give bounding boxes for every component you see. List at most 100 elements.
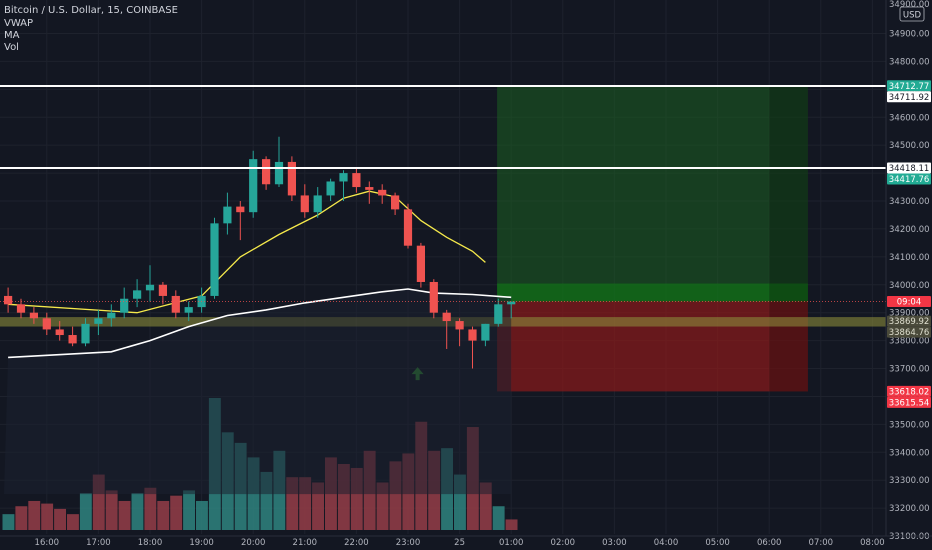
volume-bar-6	[79, 493, 92, 530]
candle-body-30	[391, 195, 400, 210]
candle-23	[300, 184, 309, 218]
volume-bar-8	[105, 490, 118, 530]
candle-body-27	[352, 173, 361, 188]
candle-26	[339, 170, 348, 202]
candle-14	[184, 301, 193, 322]
candle-body-33	[429, 281, 438, 313]
price-tag-box-1	[887, 91, 931, 103]
loss-zone	[497, 301, 808, 392]
candle-body-25	[326, 181, 335, 196]
candle-body-34	[442, 312, 451, 322]
candle-28	[365, 181, 374, 204]
candle-body-13	[171, 295, 180, 313]
symbol-title[interactable]: Bitcoin / U.S. Dollar, 15, COINBASE	[4, 5, 178, 16]
volume-bar-14	[183, 490, 195, 530]
time-tick-14: 06:00	[757, 538, 782, 548]
position-zones	[0, 85, 886, 392]
volume-bar-2	[28, 500, 41, 530]
candle-body-5	[68, 335, 77, 344]
candle-37	[481, 323, 490, 347]
candle-body-24	[313, 195, 322, 213]
volume-bar-29	[376, 482, 389, 530]
candle-13	[171, 290, 180, 319]
currency-badge[interactable]: USD	[899, 6, 925, 22]
vwap-band	[4, 289, 512, 495]
candle-body-6	[81, 323, 90, 344]
price-tick-15: 34600.00	[889, 113, 930, 123]
time-axis[interactable]: 16:00 17:00 18:00 19:00 20:00 21:00 22:00 23:00…	[0, 535, 932, 548]
price-tag-8: 33615.54	[887, 396, 931, 408]
horizontal-levels[interactable]	[0, 85, 886, 302]
candle-18	[236, 201, 245, 241]
price-tick-17: 34800.00	[889, 57, 930, 67]
price-tag-box-2	[887, 162, 931, 174]
candle-3	[42, 312, 51, 336]
price-tag-box-4	[887, 296, 931, 308]
price-tick-2: 33300.00	[889, 476, 930, 486]
price-tick-18: 34900.00	[889, 30, 930, 40]
volume-bar-27	[350, 467, 363, 530]
volume-bar-9	[118, 500, 131, 530]
time-tick-15: 07:00	[809, 538, 834, 548]
candle-20	[262, 156, 271, 190]
candle-27	[352, 167, 361, 193]
indicator-ma-label[interactable]: MA	[4, 30, 20, 41]
time-tick-2: 18:00	[138, 538, 163, 548]
price-tag-1: 34711.92	[887, 91, 931, 103]
candle-body-23	[300, 195, 309, 213]
price-tag-2: 34418.11	[887, 162, 931, 174]
candle-16	[210, 217, 219, 299]
time-tick-11: 03:00	[602, 538, 627, 548]
time-tick-16: 08:00	[860, 538, 885, 548]
price-tag-label-8: 33615.54	[889, 398, 930, 408]
price-tag-label-6: 33864.76	[889, 328, 930, 338]
zone-shade	[769, 85, 808, 392]
price-tick-0: 33100.00	[889, 532, 930, 542]
time-tick-13: 05:00	[705, 538, 730, 548]
candle-body-38	[494, 304, 503, 324]
price-tick-9: 34000.00	[889, 281, 930, 291]
volume-bar-37	[479, 482, 492, 530]
price-tag-label-7: 33618.02	[889, 387, 930, 397]
time-tick-7: 23:00	[396, 538, 421, 548]
time-tick-8: 25	[454, 538, 465, 548]
volume-bar-24	[312, 482, 324, 530]
volume-bar-1	[15, 506, 28, 530]
candle-body-16	[210, 223, 219, 296]
volume-bar-4	[54, 508, 66, 530]
candle-body-32	[416, 245, 425, 282]
volume-bar-23	[299, 477, 312, 530]
price-tick-3: 33400.00	[889, 448, 930, 458]
price-tag-box-8	[887, 396, 931, 408]
price-tag-label-5: 33869.92	[889, 317, 930, 327]
volume-bar-7	[92, 474, 105, 530]
candle-body-9	[120, 298, 129, 313]
candle-body-7	[94, 318, 103, 324]
price-tick-10: 34100.00	[889, 253, 930, 263]
price-tick-11: 34200.00	[889, 225, 930, 235]
candle-25	[326, 178, 335, 202]
time-tick-1: 17:00	[86, 538, 111, 548]
volume-bar-39	[505, 519, 518, 530]
price-tag-label-0: 34712.77	[889, 82, 930, 92]
candle-6	[81, 318, 90, 347]
price-tag-3: 34417.76	[887, 173, 931, 185]
candles[interactable]	[4, 136, 516, 369]
candle-11	[145, 265, 155, 302]
candle-17	[223, 192, 232, 235]
candle-39	[507, 301, 516, 319]
candle-body-18	[236, 206, 245, 213]
volume-bar-35	[454, 474, 466, 530]
candle-8	[107, 304, 116, 327]
indicator-vol-label[interactable]: Vol	[4, 42, 19, 53]
indicator-vwap-label[interactable]: VWAP	[4, 18, 33, 29]
price-tick-1: 33200.00	[889, 504, 930, 514]
price-tag-box-7	[887, 385, 931, 397]
price-tag-box-0	[887, 80, 931, 92]
volume-bar-38	[492, 506, 505, 530]
price-tag-0: 34712.77	[887, 80, 931, 92]
candle-10	[133, 279, 142, 308]
